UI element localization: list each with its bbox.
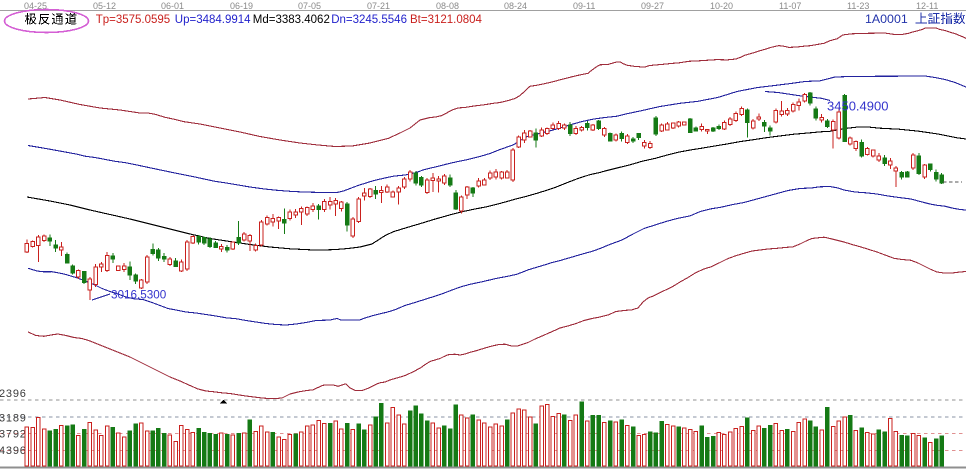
svg-text:06-19: 06-19: [230, 1, 253, 11]
svg-text:11-23: 11-23: [847, 1, 869, 11]
svg-text:08-24: 08-24: [504, 1, 527, 11]
svg-text:Md=3383.4062: Md=3383.4062: [253, 14, 330, 26]
svg-text:2396: 2396: [0, 388, 27, 400]
svg-text:09-27: 09-27: [641, 1, 664, 11]
svg-text:3450.4900: 3450.4900: [827, 99, 888, 114]
svg-text:1A0001: 1A0001: [865, 12, 908, 26]
svg-text:07-21: 07-21: [367, 1, 390, 11]
svg-text:11-07: 11-07: [779, 1, 801, 11]
svg-text:Bt=3121.0804: Bt=3121.0804: [410, 14, 483, 26]
svg-text:10-20: 10-20: [710, 1, 733, 11]
svg-text:Dn=3245.5546: Dn=3245.5546: [331, 14, 407, 26]
svg-text:07-05: 07-05: [298, 1, 321, 11]
svg-text:Tp=3575.0595: Tp=3575.0595: [96, 14, 171, 26]
svg-text:12-11: 12-11: [916, 1, 938, 11]
svg-text:4396: 4396: [0, 445, 27, 457]
svg-text:04-25: 04-25: [24, 1, 47, 11]
svg-text:09-11: 09-11: [573, 1, 595, 11]
svg-text:05-12: 05-12: [93, 1, 116, 11]
svg-text:3189: 3189: [0, 413, 27, 425]
svg-text:Up=3484.9914: Up=3484.9914: [175, 14, 251, 26]
svg-text:3016.5300: 3016.5300: [111, 289, 167, 302]
svg-text:06-01: 06-01: [161, 1, 184, 11]
svg-text:3792: 3792: [0, 429, 27, 441]
svg-text:08-08: 08-08: [436, 1, 459, 11]
